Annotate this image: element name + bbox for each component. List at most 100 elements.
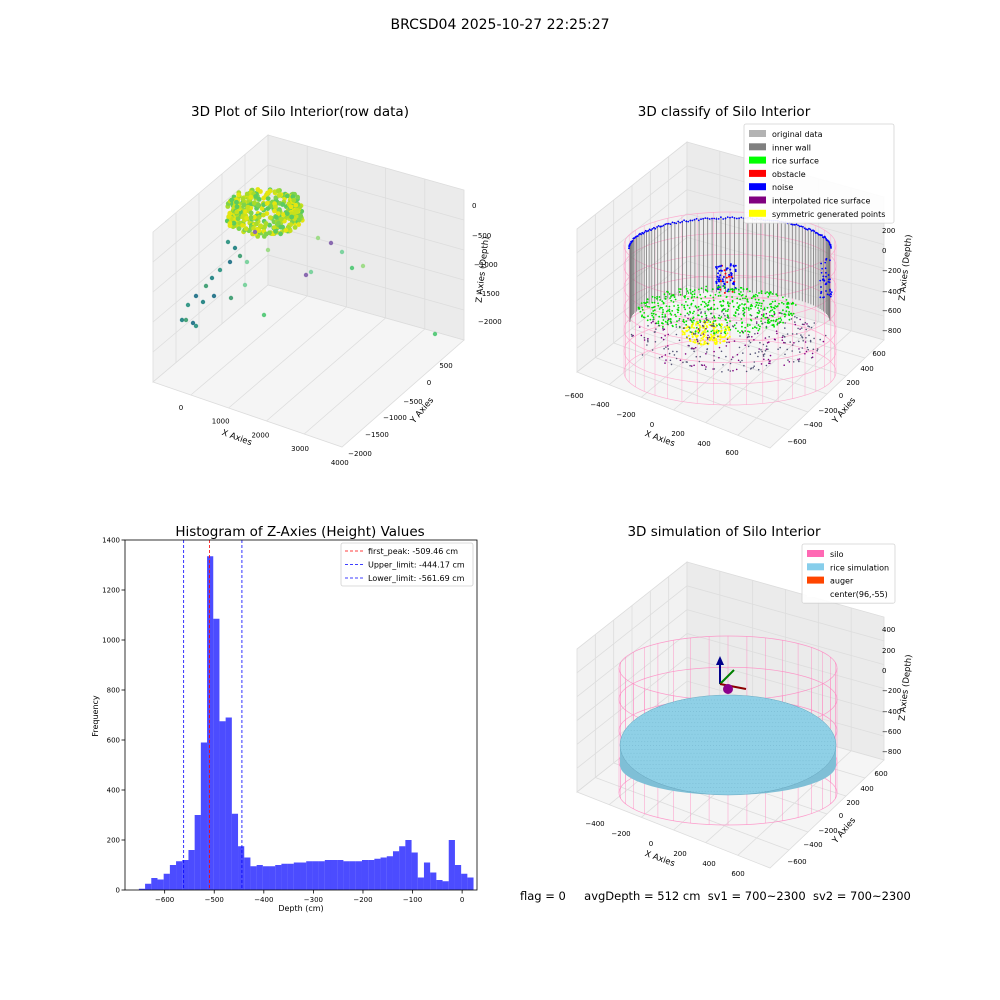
classify-rice-point <box>704 312 707 315</box>
classify-original-point <box>690 331 693 334</box>
classify-rice-point <box>712 296 715 299</box>
classify-symmetric-point <box>725 329 728 332</box>
classify-obstacle-point <box>723 269 726 272</box>
raw-data-point <box>209 275 215 281</box>
histogram-bar <box>293 862 301 890</box>
classify-rice-point <box>705 314 708 317</box>
classify-obstacle-point <box>718 265 721 268</box>
classify-symmetric-point <box>713 330 716 333</box>
classify-noise-point <box>793 223 796 226</box>
classify-rice-point <box>792 312 795 315</box>
classify-rice-point <box>750 297 753 300</box>
classify-rice-point <box>726 321 729 324</box>
classify-symmetric-point <box>688 328 690 331</box>
classify-noise-point <box>683 219 685 222</box>
classify-rice-point <box>758 292 760 294</box>
classify-rice-point <box>662 322 664 325</box>
classify-rice-point <box>706 290 709 293</box>
classify-noise-point <box>722 218 725 220</box>
raw-data-point <box>183 317 189 323</box>
classify-rice-point <box>668 293 671 295</box>
classify-noise-point <box>827 274 830 276</box>
classify-rice-point <box>743 314 746 317</box>
classify-noise-point <box>659 225 662 228</box>
classify-original-point <box>670 363 673 366</box>
classify-original-point <box>768 341 770 344</box>
histogram-x-tick-label: −600 <box>155 896 174 904</box>
classify-symmetric-point <box>692 322 695 325</box>
classify-noise-point <box>802 226 804 228</box>
classify-rice-point <box>773 312 776 315</box>
classify-rice-point <box>666 290 668 293</box>
classify-original-point <box>791 344 794 346</box>
classify-x-tick-label: 200 <box>671 430 684 438</box>
classify-original-point <box>758 351 760 353</box>
classify-original-point <box>799 318 801 321</box>
classify-z-tick-label: −800 <box>882 327 901 335</box>
classify-rice-point <box>672 301 675 303</box>
classify-original-point <box>660 336 663 339</box>
classify-rice-point <box>661 300 664 303</box>
classify-original-point <box>794 316 796 318</box>
classify-rice-point <box>648 306 651 308</box>
classify-rice-point <box>679 313 682 316</box>
classify-original-point <box>737 313 740 315</box>
raw-data-point <box>217 267 223 273</box>
classify-noise-point <box>827 281 830 283</box>
classify-rice-point <box>741 322 743 324</box>
classify-symmetric-point <box>696 334 699 337</box>
classify-rice-point <box>683 306 686 309</box>
classify-rice-point <box>653 301 656 304</box>
histogram-bar <box>213 618 220 890</box>
classify-rice-point <box>651 295 654 298</box>
classify-noise-point <box>823 296 825 298</box>
classify-noise-point <box>702 217 704 220</box>
histogram-bar <box>300 862 307 890</box>
classify-rice-point <box>742 297 744 300</box>
classify-rice-point <box>719 301 721 303</box>
classify-rice-point <box>723 285 725 287</box>
classify-symmetric-point <box>716 331 719 334</box>
classify-obstacle-point <box>725 268 728 271</box>
classify-noise-point <box>673 222 676 224</box>
simulation-y-tick-label: 600 <box>874 770 887 778</box>
classify-original-point <box>805 350 808 353</box>
classify-original-point <box>689 319 692 321</box>
classify-original-point <box>781 312 783 315</box>
classify-rice-point <box>727 301 729 303</box>
classify-original-point <box>731 325 734 327</box>
classify-obstacle-point <box>731 290 734 293</box>
classify-rice-point <box>657 304 660 307</box>
classify-noise-point <box>829 243 832 246</box>
classify-rice-point <box>791 302 794 305</box>
classify-rice-point <box>762 299 765 302</box>
classify-original-point <box>764 350 767 352</box>
classify-obstacle-point <box>730 275 733 278</box>
classify-noise-point <box>704 217 707 220</box>
classify-rice-point <box>742 288 745 291</box>
classify-original-point <box>811 356 814 359</box>
classify-original-point <box>753 361 756 363</box>
classify-noise-point <box>740 216 743 219</box>
classify-original-point <box>812 348 815 351</box>
classify-noise-point <box>795 223 798 226</box>
classify-original-point <box>801 336 804 339</box>
raw-y-tick-label: −1500 <box>365 431 389 439</box>
classify-symmetric-point <box>711 338 714 341</box>
classify-symmetric-point <box>721 323 723 326</box>
classify-y-tick-label: −200 <box>818 407 837 415</box>
classify-original-point <box>809 339 812 342</box>
classify-obstacle-point <box>729 263 732 266</box>
figure-title: BRCSD04 2025-10-27 22:25:27 <box>390 17 610 33</box>
classify-rice-point <box>754 326 756 329</box>
classify-noise-point <box>671 221 674 224</box>
classify-original-point <box>788 361 791 363</box>
classify-original-point <box>756 332 759 335</box>
classify-rice-point <box>750 303 753 306</box>
raw-data-point <box>284 211 290 217</box>
classify-original-point <box>666 323 669 325</box>
classify-symmetric-point <box>699 326 702 329</box>
classify-rice-point <box>667 319 669 322</box>
classify-rice-point <box>675 315 677 318</box>
classify-rice-point <box>760 305 763 307</box>
